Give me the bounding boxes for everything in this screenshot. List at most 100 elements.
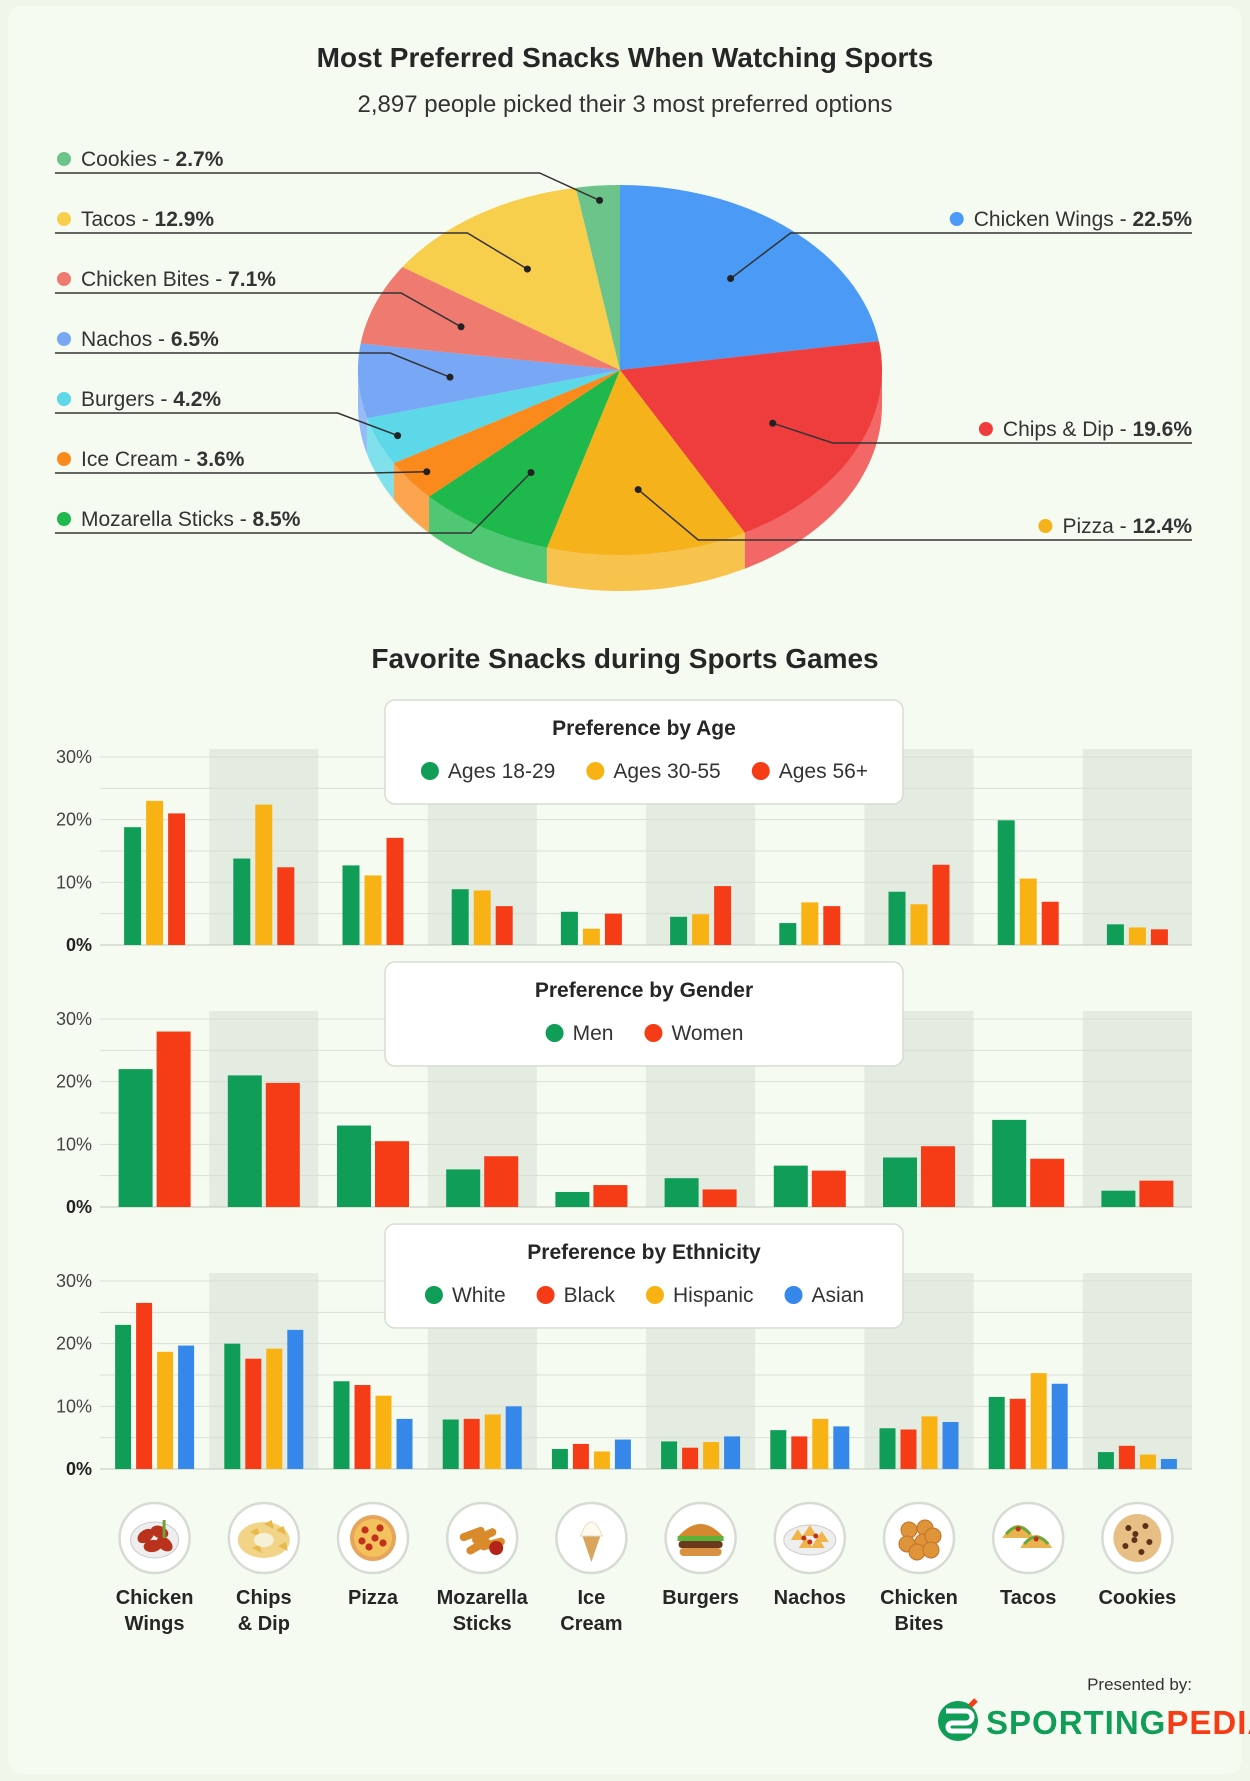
bar-ages-30-55 (1128, 927, 1146, 945)
pie-label-chicken-wings: Chicken Wings - 22.5% (727, 208, 1192, 283)
bar-group-chicken-bites (888, 864, 950, 945)
category-ice-cream: Ice Cream (555, 1501, 628, 1635)
legend-dot-ages-18-29 (420, 762, 439, 780)
mozarella-sticks-icon (445, 1501, 519, 1575)
bar-group-nachos (773, 1165, 846, 1207)
bar-women (484, 1156, 519, 1207)
leader-dot (394, 432, 402, 440)
bar-group-nachos (770, 1418, 850, 1469)
leader-line (55, 172, 600, 202)
pie-label-cookies: Cookies - 2.7% (55, 148, 604, 204)
bar-men (555, 1191, 590, 1207)
bar-ages-30-55 (582, 928, 600, 945)
bar-asian (287, 1329, 304, 1469)
pizza-icon (336, 1501, 410, 1575)
category-tacos: Tacos (991, 1501, 1065, 1609)
bar-men (337, 1125, 371, 1207)
y-tick-label: 30% (56, 1271, 92, 1291)
bar-group-cookies (1097, 1445, 1177, 1469)
pie-slice-chicken-bites (360, 267, 620, 370)
slice-value: 12.4% (1132, 515, 1192, 538)
pie-label-text: Pizza - 12.4% (1062, 515, 1192, 538)
y-tick-label: 0% (66, 1197, 92, 1217)
legend-item-label: White (452, 1284, 506, 1307)
slice-name: Chicken Bites - (81, 268, 228, 291)
category-icons-row: Chicken Wings Chips & Dip Pizza Mozarella Stic… (116, 1501, 1176, 1635)
pie-label-text: Chips & Dip - 19.6% (1003, 418, 1192, 441)
bar-ages-18-29 (888, 891, 906, 945)
category-label-line1: Cookies (1098, 1587, 1176, 1609)
category-label-line1: Chips (236, 1587, 292, 1609)
legend-dot (978, 422, 993, 436)
pie-label-burgers: Burgers - 4.2% (55, 388, 402, 440)
bar-ages-30-55 (801, 902, 819, 945)
bar-group-chicken-wings (115, 1302, 195, 1469)
pie-label-nachos: Nachos - 6.5% (55, 328, 454, 381)
bar-ages-56 (495, 906, 513, 945)
bar-group-chips-and-dip (233, 804, 295, 945)
leader-dot (457, 323, 465, 331)
cookies-icon (1101, 1501, 1174, 1575)
legend-dot (1038, 519, 1053, 533)
category-label-line1: Tacos (1000, 1587, 1056, 1609)
bar-men (664, 1178, 699, 1207)
bar-group-mozarella-sticks (446, 1156, 519, 1207)
bar-ages-56 (168, 813, 186, 945)
y-tick-label: 30% (56, 1009, 92, 1029)
bar-black (354, 1385, 371, 1469)
pie-chart (357, 185, 883, 591)
bar-group-burgers (661, 1436, 741, 1469)
pie-side-ice-cream (393, 463, 429, 533)
category-label-line1: Chicken (880, 1587, 958, 1609)
bar-men (1101, 1190, 1136, 1207)
pie-slice-cookies (575, 185, 620, 370)
ice-cream-icon (555, 1501, 628, 1575)
bar-ages-56 (714, 886, 732, 945)
bar-group-mozarella-sticks (442, 1406, 522, 1469)
bar-hispanic (593, 1451, 610, 1469)
slice-name: Chips & Dip - (1003, 418, 1133, 441)
legend-dot-women (644, 1024, 663, 1042)
bar-women (156, 1031, 191, 1207)
bar-asian (942, 1422, 959, 1469)
slice-name: Pizza - (1062, 515, 1132, 538)
bar-ages-30-55 (910, 904, 928, 945)
category-chips-and-dip: Chips & Dip (227, 1501, 301, 1635)
slice-value: 3.6% (197, 448, 245, 471)
y-tick-label: 0% (66, 935, 92, 955)
bar-group-chicken-wings (118, 1031, 191, 1207)
sportingpedia-logo: SPORTINGPEDIA (938, 1698, 1250, 1741)
bar-black (136, 1302, 153, 1469)
bar-ages-18-29 (997, 820, 1015, 945)
bar-ages-18-29 (342, 865, 360, 945)
bar-women (1139, 1180, 1174, 1207)
bar-ages-30-55 (146, 800, 164, 945)
bar-asian (833, 1426, 850, 1469)
burger-icon (664, 1501, 737, 1575)
slice-value: 19.6% (1132, 418, 1192, 441)
bar-women (375, 1141, 409, 1207)
bar-ages-30-55 (473, 890, 491, 945)
category-label-line1: Nachos (774, 1587, 846, 1609)
sportingpedia-logo-icon (938, 1698, 978, 1741)
slice-name: Tacos - (81, 208, 155, 231)
bar-ages-30-55 (692, 914, 710, 945)
legend-item-label: Men (573, 1022, 614, 1045)
bar-white (224, 1343, 241, 1469)
slice-value: 22.5% (1132, 208, 1192, 231)
pie-label-chicken-bites: Chicken Bites - 7.1% (55, 268, 465, 331)
bar-ages-18-29 (233, 858, 251, 945)
bar-ages-18-29 (451, 889, 469, 945)
bar-women (265, 1082, 300, 1207)
bar-hispanic (375, 1395, 392, 1469)
bar-ages-18-29 (124, 827, 142, 945)
bar-ages-18-29 (560, 911, 578, 945)
bar-hispanic (921, 1416, 938, 1469)
leader-dot (446, 373, 454, 381)
category-label-line1: Chicken (116, 1587, 194, 1609)
bar-white (661, 1441, 678, 1469)
bar-black (1118, 1445, 1135, 1469)
bar-women (811, 1170, 846, 1207)
legend-dot (57, 452, 71, 466)
